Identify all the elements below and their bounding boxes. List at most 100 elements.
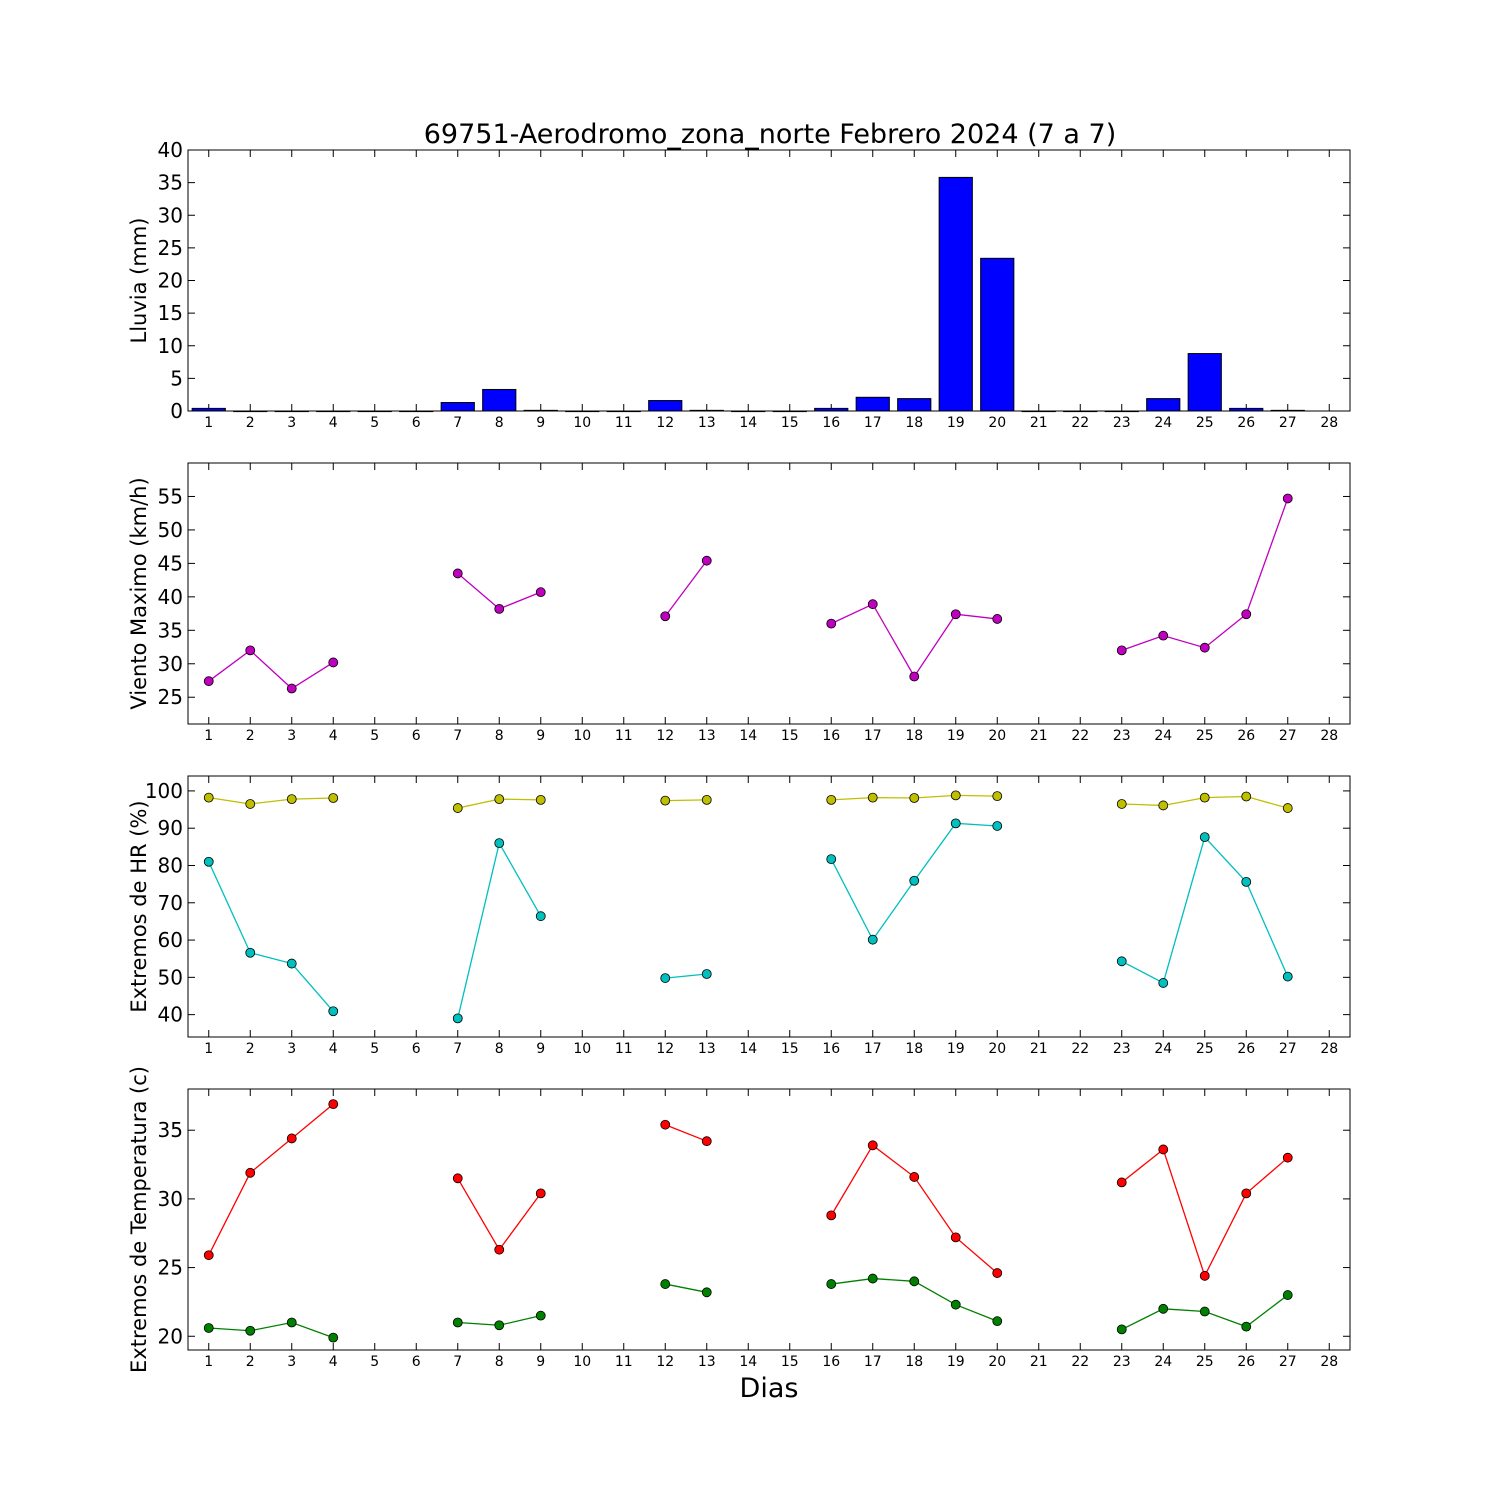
x-tick-label: 18 (905, 415, 923, 431)
x-tick-label: 21 (1030, 415, 1048, 431)
x-tick-label: 8 (495, 1041, 504, 1057)
x-tick-label: 10 (573, 1041, 591, 1057)
data-point (992, 614, 1003, 624)
data-point (1158, 800, 1169, 811)
x-tick-label: 22 (1071, 728, 1089, 744)
bar (482, 388, 517, 412)
x-tick-label: 23 (1113, 1041, 1131, 1057)
bar (897, 398, 932, 412)
y-tick-label: 50 (158, 518, 183, 542)
bar (855, 396, 890, 412)
series-line (457, 1177, 542, 1251)
data-point (867, 599, 878, 610)
series-line (208, 1103, 334, 1256)
y-tick-label: 40 (158, 1003, 183, 1027)
x-tick-label: 2 (246, 1041, 255, 1057)
data-point (826, 854, 837, 865)
x-tick-label: 25 (1196, 415, 1214, 431)
data-point (452, 1317, 463, 1328)
data-point (660, 1279, 671, 1289)
x-tick-label: 13 (698, 1041, 716, 1057)
x-tick-label: 24 (1154, 1041, 1172, 1057)
y-tick-label: 30 (158, 1187, 183, 1211)
x-tick-label: 28 (1320, 1354, 1338, 1370)
y-tick-label: 35 (158, 171, 183, 195)
x-tick-label: 7 (453, 415, 462, 431)
x-tick-label: 11 (615, 1354, 633, 1370)
x-tick-label: 4 (329, 1041, 338, 1057)
x-tick-label: 24 (1154, 728, 1172, 744)
data-point (701, 1136, 712, 1147)
series-line (830, 1144, 998, 1274)
data-point (1158, 1144, 1169, 1155)
data-point (203, 676, 214, 687)
bar (772, 410, 807, 413)
x-tick-label: 8 (495, 415, 504, 431)
x-tick-label: 21 (1030, 1354, 1048, 1370)
bar (233, 410, 268, 413)
x-tick-label: 1 (204, 1041, 213, 1057)
data-point (867, 1140, 878, 1151)
data-point (660, 1119, 671, 1130)
data-point (660, 611, 671, 622)
x-tick-label: 10 (573, 1354, 591, 1370)
y-tick-label: 10 (158, 334, 183, 358)
x-tick-label: 5 (370, 1354, 379, 1370)
data-point (245, 1325, 256, 1336)
x-tick-label: 3 (287, 415, 296, 431)
x-tick-label: 7 (453, 1041, 462, 1057)
data-point (494, 1244, 505, 1255)
series-line (664, 560, 708, 617)
x-tick-label: 7 (453, 1354, 462, 1370)
series-line (208, 649, 334, 690)
bar (1187, 353, 1222, 412)
x-tick-label: 26 (1237, 1354, 1255, 1370)
x-tick-label: 24 (1154, 415, 1172, 431)
y-tick-label: 60 (158, 928, 183, 952)
bar (938, 176, 973, 412)
data-point (826, 1210, 837, 1221)
chart-title: 69751-Aerodromo_zona_norte Febrero 2024 … (424, 119, 1116, 150)
x-axis-label: Dias (740, 1373, 799, 1404)
data-point (245, 799, 256, 809)
x-tick-label: 5 (370, 1041, 379, 1057)
x-tick-label: 2 (246, 1354, 255, 1370)
x-tick-label: 15 (781, 415, 799, 431)
x-tick-label: 3 (287, 1041, 296, 1057)
bar (523, 409, 558, 412)
y-axis-label-hr: Extremos de HR (%) (127, 800, 151, 1012)
x-tick-label: 10 (573, 415, 591, 431)
x-tick-label: 15 (781, 728, 799, 744)
x-tick-label: 10 (573, 728, 591, 744)
data-point (1158, 1303, 1169, 1314)
data-point (1116, 645, 1127, 656)
data-point (1199, 642, 1210, 653)
x-tick-label: 20 (988, 1041, 1006, 1057)
y-tick-label: 90 (158, 816, 183, 840)
data-point (701, 1287, 712, 1298)
x-tick-label: 21 (1030, 1041, 1048, 1057)
data-point (660, 973, 671, 983)
data-point (660, 795, 671, 806)
data-point (494, 838, 505, 849)
x-tick-label: 24 (1154, 1354, 1172, 1370)
data-point (1241, 609, 1252, 620)
y-tick-label: 40 (158, 138, 183, 162)
data-point (1282, 803, 1293, 813)
y-tick-label: 25 (158, 685, 183, 709)
x-tick-label: 9 (536, 728, 545, 744)
y-tick-label: 20 (158, 269, 183, 293)
x-tick-label: 25 (1196, 1041, 1214, 1057)
data-point (286, 683, 297, 694)
plot-frame-temperatura (187, 1088, 1351, 1351)
data-point (867, 934, 878, 945)
x-tick-label: 15 (781, 1354, 799, 1370)
series-line (208, 861, 334, 1012)
data-point (535, 1188, 546, 1199)
data-point (992, 1268, 1003, 1278)
series-line (457, 841, 542, 1019)
y-tick-label: 35 (158, 1118, 183, 1142)
